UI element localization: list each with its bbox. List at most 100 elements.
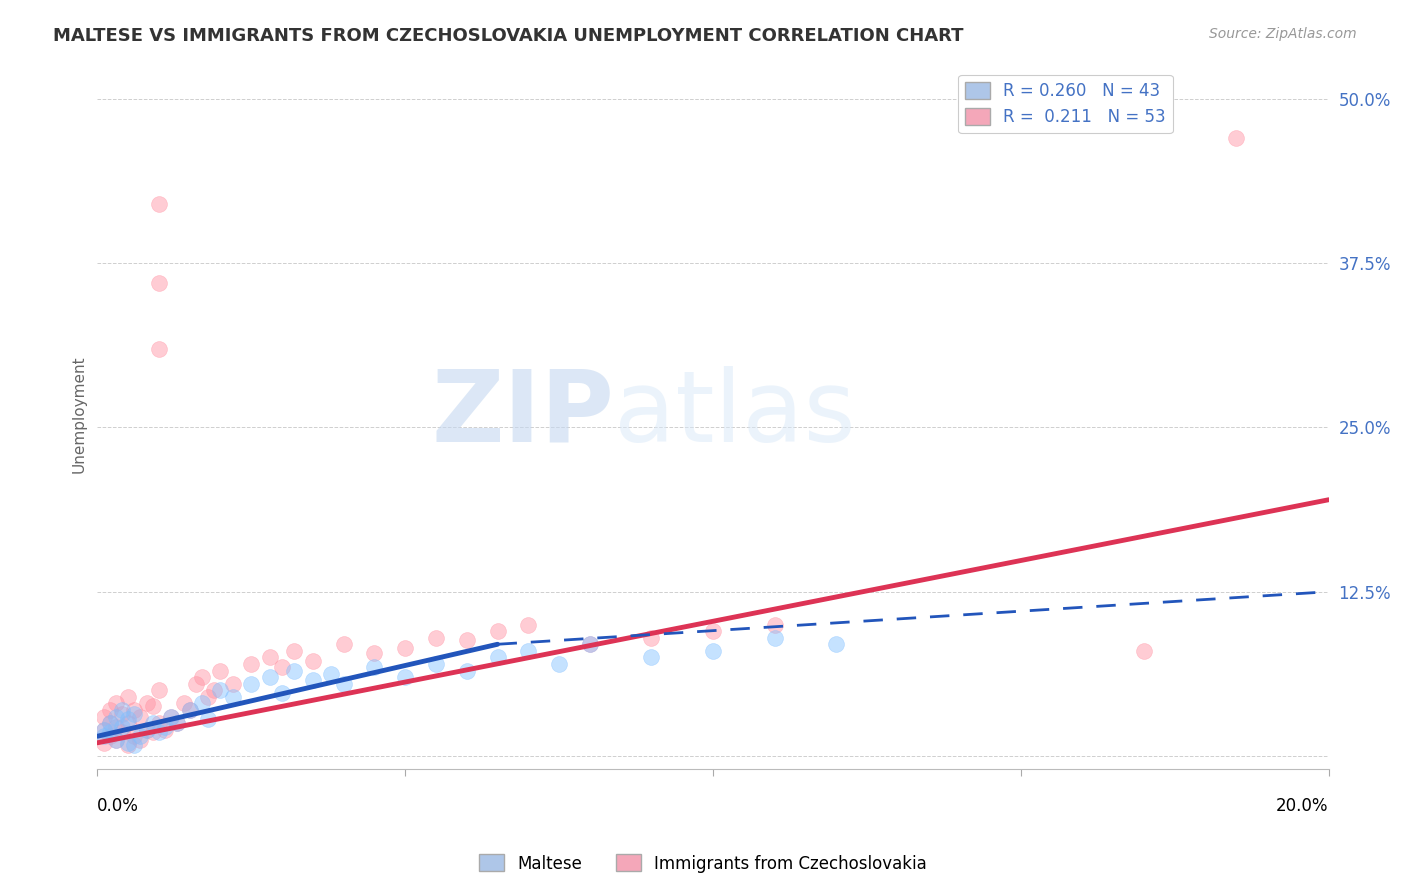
Point: [209, 683, 232, 698]
Point: [148, 276, 170, 290]
Point: [98, 729, 121, 743]
Point: [117, 736, 139, 750]
Point: [548, 657, 571, 671]
Point: [98, 703, 121, 717]
Point: [184, 676, 207, 690]
Point: [98, 716, 121, 731]
Point: [456, 664, 478, 678]
Point: [222, 676, 245, 690]
Point: [166, 716, 188, 731]
Text: ZIP: ZIP: [432, 366, 614, 463]
Point: [148, 683, 170, 698]
Point: [394, 641, 416, 656]
Point: [240, 657, 263, 671]
Legend: R = 0.260   N = 43, R =  0.211   N = 53: R = 0.260 N = 43, R = 0.211 N = 53: [959, 75, 1173, 133]
Point: [825, 637, 848, 651]
Point: [486, 624, 509, 639]
Point: [124, 729, 146, 743]
Point: [124, 739, 146, 753]
Point: [117, 716, 139, 731]
Point: [104, 709, 127, 723]
Point: [363, 647, 385, 661]
Point: [579, 637, 602, 651]
Point: [179, 703, 201, 717]
Point: [160, 709, 183, 723]
Point: [209, 664, 232, 678]
Point: [283, 644, 305, 658]
Point: [283, 664, 305, 678]
Point: [301, 673, 323, 687]
Point: [104, 733, 127, 747]
Point: [104, 697, 127, 711]
Point: [191, 697, 214, 711]
Point: [93, 723, 115, 737]
Point: [117, 712, 139, 726]
Point: [191, 670, 214, 684]
Point: [117, 690, 139, 704]
Point: [104, 720, 127, 734]
Point: [124, 706, 146, 721]
Point: [93, 729, 115, 743]
Point: [394, 670, 416, 684]
Point: [179, 703, 201, 717]
Point: [148, 197, 170, 211]
Point: [111, 703, 134, 717]
Point: [363, 659, 385, 673]
Point: [104, 733, 127, 747]
Point: [153, 720, 176, 734]
Text: 20.0%: 20.0%: [1277, 797, 1329, 815]
Point: [271, 659, 294, 673]
Text: Source: ZipAtlas.com: Source: ZipAtlas.com: [1209, 27, 1357, 41]
Point: [173, 697, 195, 711]
Point: [197, 690, 219, 704]
Point: [129, 709, 152, 723]
Point: [425, 631, 447, 645]
Point: [117, 739, 139, 753]
Point: [166, 716, 188, 731]
Point: [93, 723, 115, 737]
Point: [517, 617, 540, 632]
Point: [486, 650, 509, 665]
Point: [148, 716, 170, 731]
Point: [332, 676, 354, 690]
Point: [129, 729, 152, 743]
Text: MALTESE VS IMMIGRANTS FROM CZECHOSLOVAKIA UNEMPLOYMENT CORRELATION CHART: MALTESE VS IMMIGRANTS FROM CZECHOSLOVAKI…: [53, 27, 965, 45]
Point: [763, 617, 786, 632]
Point: [1133, 644, 1156, 658]
Point: [702, 644, 724, 658]
Point: [1225, 131, 1247, 145]
Point: [98, 716, 121, 731]
Point: [301, 654, 323, 668]
Point: [271, 686, 294, 700]
Text: 0.0%: 0.0%: [97, 797, 139, 815]
Text: atlas: atlas: [614, 366, 856, 463]
Point: [148, 725, 170, 739]
Point: [259, 670, 281, 684]
Point: [111, 725, 134, 739]
Point: [153, 723, 176, 737]
Point: [763, 631, 786, 645]
Point: [124, 703, 146, 717]
Point: [135, 723, 157, 737]
Point: [332, 637, 354, 651]
Point: [135, 697, 157, 711]
Point: [135, 723, 157, 737]
Point: [579, 637, 602, 651]
Y-axis label: Unemployment: Unemployment: [72, 356, 86, 473]
Point: [222, 690, 245, 704]
Point: [321, 667, 343, 681]
Point: [111, 720, 134, 734]
Point: [197, 712, 219, 726]
Point: [160, 709, 183, 723]
Point: [93, 736, 115, 750]
Point: [640, 631, 662, 645]
Point: [142, 716, 165, 731]
Point: [640, 650, 662, 665]
Point: [425, 657, 447, 671]
Point: [98, 725, 121, 739]
Point: [111, 706, 134, 721]
Point: [148, 342, 170, 356]
Point: [456, 633, 478, 648]
Point: [240, 676, 263, 690]
Point: [129, 733, 152, 747]
